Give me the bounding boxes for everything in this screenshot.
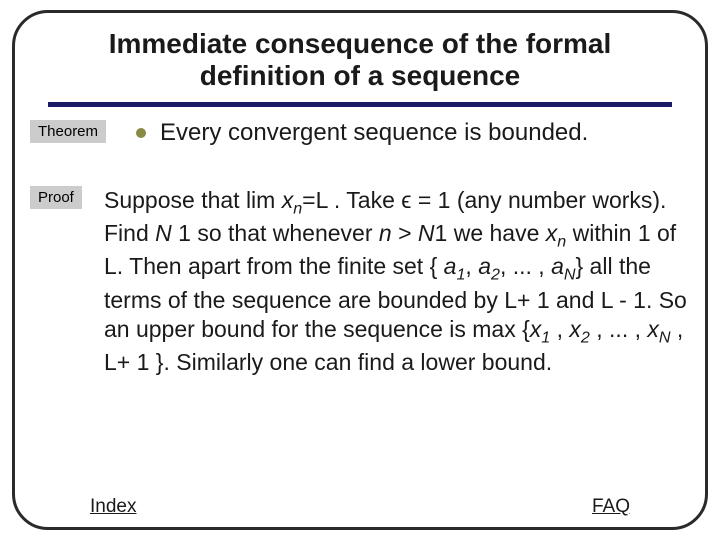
proof-text-11: , ... , bbox=[590, 316, 648, 342]
sub-2: 2 bbox=[491, 266, 500, 284]
index-link[interactable]: Index bbox=[90, 496, 136, 518]
var-a2: a bbox=[478, 253, 491, 279]
theorem-statement: Every convergent sequence is bounded. bbox=[160, 118, 680, 148]
proof-body: Suppose that lim xn=L . Take ϵ = 1 (any … bbox=[104, 186, 692, 378]
proof-text-4: > bbox=[392, 220, 418, 246]
sub-n: n bbox=[293, 200, 302, 218]
proof-text-8: , ... , bbox=[500, 253, 551, 279]
var-aN: a bbox=[551, 253, 564, 279]
sub-n2: n bbox=[557, 233, 566, 251]
proof-text-10: , bbox=[550, 316, 569, 342]
sub-1b: 1 bbox=[541, 329, 550, 347]
var-N: N bbox=[155, 220, 172, 246]
bullet-icon bbox=[136, 128, 146, 138]
page-title: Immediate consequence of the formal defi… bbox=[60, 28, 660, 92]
faq-link[interactable]: FAQ bbox=[592, 496, 630, 518]
proof-text-7: , bbox=[465, 253, 478, 279]
var-N2: N bbox=[418, 220, 435, 246]
var-xN: x bbox=[647, 316, 659, 342]
proof-text-1: Suppose that lim bbox=[104, 187, 282, 213]
var-x: x bbox=[282, 187, 294, 213]
sub-N: N bbox=[564, 266, 576, 284]
var-x3: x bbox=[530, 316, 542, 342]
proof-text-3: 1 so that whenever bbox=[172, 220, 379, 246]
var-x2: x bbox=[546, 220, 558, 246]
sub-2b: 2 bbox=[581, 329, 590, 347]
title-underline bbox=[48, 102, 672, 107]
sub-Nb: N bbox=[659, 329, 671, 347]
theorem-badge: Theorem bbox=[30, 120, 106, 143]
proof-text-5: 1 we have bbox=[435, 220, 546, 246]
var-a1: a bbox=[444, 253, 457, 279]
var-x4: x bbox=[569, 316, 581, 342]
proof-badge: Proof bbox=[30, 186, 82, 209]
var-n: n bbox=[379, 220, 392, 246]
